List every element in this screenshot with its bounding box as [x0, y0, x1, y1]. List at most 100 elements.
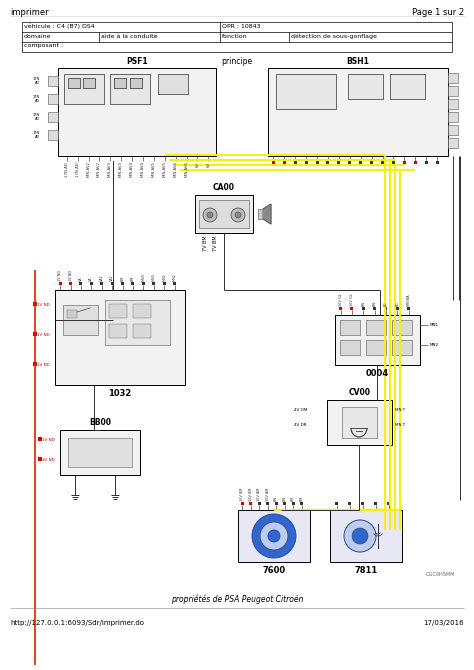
Bar: [392, 161, 395, 164]
Bar: [350, 307, 354, 310]
Bar: [48, 112, 58, 122]
Text: domaine: domaine: [24, 34, 52, 38]
Bar: [90, 282, 93, 285]
Bar: [448, 99, 458, 109]
Bar: [105, 300, 170, 345]
Text: BN: BN: [373, 301, 377, 306]
Text: 17N
AD: 17N AD: [33, 94, 40, 103]
Text: 16V BM: 16V BM: [249, 488, 253, 501]
Text: BM: BM: [300, 496, 303, 501]
Bar: [59, 282, 62, 285]
Bar: [33, 332, 37, 336]
Bar: [366, 320, 386, 335]
Text: 6V: 6V: [206, 162, 210, 167]
Polygon shape: [263, 204, 271, 224]
Text: MN T: MN T: [395, 423, 405, 427]
Text: aide à la conduite: aide à la conduite: [101, 34, 158, 38]
Bar: [384, 307, 388, 310]
Bar: [83, 78, 95, 88]
Bar: [258, 502, 261, 505]
Bar: [173, 282, 176, 285]
Bar: [114, 78, 126, 88]
Bar: [387, 502, 391, 505]
Text: OPR : 10843: OPR : 10843: [222, 23, 260, 29]
Text: MN AV6: MN AV6: [173, 162, 178, 177]
Bar: [69, 282, 72, 285]
Bar: [448, 112, 458, 122]
Text: PSF1: PSF1: [126, 57, 148, 66]
Bar: [392, 340, 412, 355]
Bar: [337, 161, 340, 164]
Text: MN2: MN2: [162, 273, 166, 281]
Text: MN3: MN3: [152, 273, 156, 281]
Text: BM: BM: [291, 496, 295, 501]
Circle shape: [231, 208, 245, 222]
Text: MN2: MN2: [173, 273, 177, 281]
Text: 16V AM: 16V AM: [257, 488, 261, 501]
Bar: [60, 430, 140, 475]
Text: MN3: MN3: [141, 273, 146, 281]
Bar: [68, 438, 132, 467]
Bar: [64, 74, 104, 104]
Circle shape: [260, 522, 288, 550]
Text: BC: BC: [384, 301, 388, 306]
Bar: [339, 307, 342, 310]
Text: BM: BM: [131, 275, 135, 281]
Text: 4V DR: 4V DR: [294, 423, 307, 427]
Text: 16V BM: 16V BM: [240, 488, 244, 501]
Bar: [407, 307, 410, 310]
Bar: [58, 68, 216, 156]
Text: VA: VA: [90, 277, 93, 281]
Text: composant :: composant :: [24, 44, 63, 48]
Bar: [362, 307, 365, 310]
Text: http://127.0.0.1:6093/Sdr/imprimer.do: http://127.0.0.1:6093/Sdr/imprimer.do: [10, 620, 144, 626]
Bar: [142, 282, 145, 285]
Text: 1V ND: 1V ND: [58, 270, 62, 281]
Bar: [274, 502, 278, 505]
Bar: [133, 304, 151, 318]
Text: 1V ND: 1V ND: [69, 270, 73, 281]
Text: BB00: BB00: [89, 418, 111, 427]
Bar: [249, 502, 252, 505]
Text: MN AV2: MN AV2: [97, 162, 101, 177]
Circle shape: [268, 530, 280, 542]
Bar: [38, 437, 42, 441]
Text: 17N AD: 17N AD: [65, 162, 69, 177]
Bar: [403, 161, 406, 164]
Bar: [348, 161, 351, 164]
Bar: [316, 161, 319, 164]
Bar: [68, 78, 80, 88]
Bar: [163, 282, 166, 285]
Text: véhicule : C4 (B7) DS4: véhicule : C4 (B7) DS4: [24, 23, 95, 29]
Text: propriétés de PSA Peugeot Citroën: propriétés de PSA Peugeot Citroën: [171, 595, 303, 604]
Bar: [158, 74, 188, 94]
Text: 16V GL: 16V GL: [338, 293, 343, 306]
Bar: [258, 209, 263, 219]
Bar: [348, 74, 383, 99]
Bar: [392, 320, 412, 335]
Text: 0004: 0004: [366, 369, 389, 378]
Bar: [425, 161, 428, 164]
Text: 7811: 7811: [355, 566, 378, 575]
Text: MN2: MN2: [430, 343, 439, 347]
Circle shape: [344, 520, 376, 552]
Text: détection de sous-gonflage: détection de sous-gonflage: [291, 34, 376, 39]
Bar: [109, 304, 127, 318]
Bar: [111, 282, 114, 285]
Bar: [390, 74, 425, 99]
Bar: [67, 310, 77, 318]
Text: 7V BM: 7V BM: [213, 235, 218, 251]
Text: 7V BM: 7V BM: [203, 235, 208, 251]
Bar: [238, 510, 310, 562]
Text: VA2: VA2: [110, 274, 114, 281]
Bar: [199, 200, 249, 228]
Text: 1V ND: 1V ND: [42, 438, 55, 442]
Text: BN: BN: [361, 301, 365, 306]
Text: 1V ND: 1V ND: [42, 458, 55, 462]
Text: 7600: 7600: [263, 566, 285, 575]
Bar: [33, 302, 37, 306]
Text: 1V ND: 1V ND: [37, 363, 50, 367]
Text: MN AV2: MN AV2: [87, 162, 91, 177]
Text: MN AV4: MN AV4: [130, 162, 134, 177]
Bar: [359, 161, 362, 164]
